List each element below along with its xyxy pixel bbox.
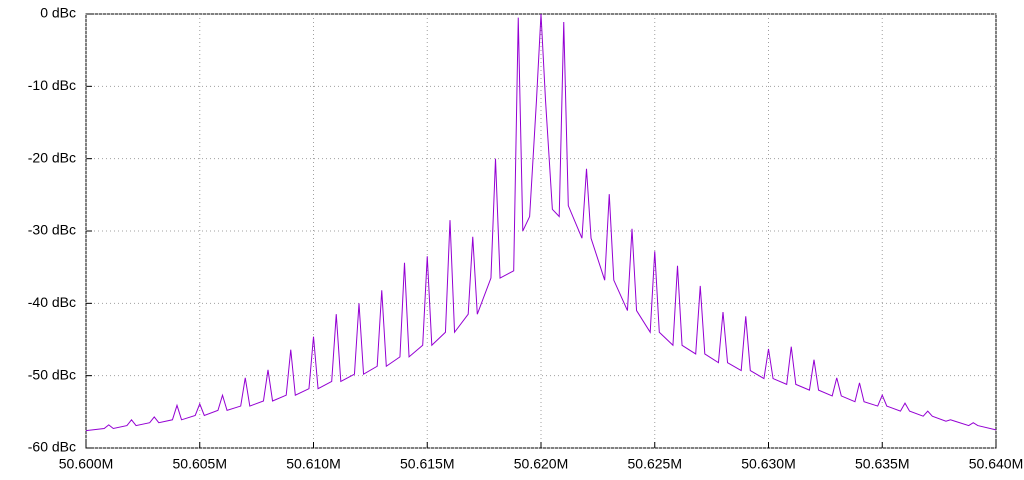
y-tick-label: -50 dBc bbox=[28, 366, 76, 382]
y-tick-label: -40 dBc bbox=[28, 294, 76, 310]
x-tick-label: 50.635M bbox=[855, 456, 909, 472]
y-tick-label: -20 dBc bbox=[28, 149, 76, 165]
x-tick-label: 50.605M bbox=[173, 456, 227, 472]
x-tick-label: 50.620M bbox=[514, 456, 568, 472]
y-tick-label: -60 dBc bbox=[28, 439, 76, 455]
x-tick-label: 50.615M bbox=[400, 456, 454, 472]
y-tick-label: -10 dBc bbox=[28, 77, 76, 93]
y-tick-label: 0 dBc bbox=[40, 5, 76, 21]
x-tick-label: 50.640M bbox=[969, 456, 1023, 472]
y-tick-label: -30 dBc bbox=[28, 222, 76, 238]
spectrum-line bbox=[85, 13, 997, 432]
x-tick-label: 50.610M bbox=[286, 456, 340, 472]
x-tick-label: 50.625M bbox=[628, 456, 682, 472]
x-tick-label: 50.600M bbox=[59, 456, 113, 472]
x-tick-label: 50.630M bbox=[741, 456, 795, 472]
